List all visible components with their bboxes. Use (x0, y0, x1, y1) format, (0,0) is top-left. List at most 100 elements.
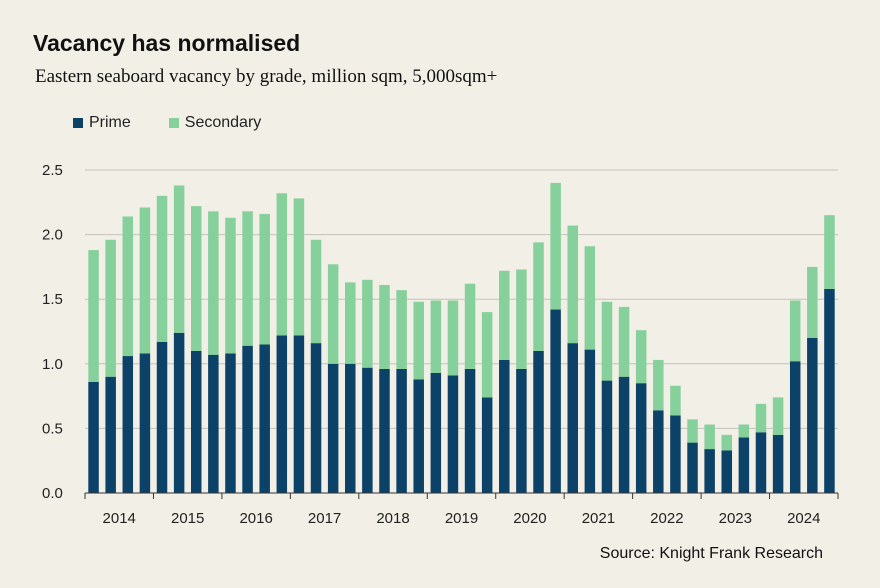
bar-secondary (293, 198, 305, 336)
bar-secondary (789, 300, 801, 362)
bar-prime (173, 332, 185, 493)
bar-secondary (379, 284, 390, 369)
bar-prime (499, 359, 510, 493)
bar-prime (601, 380, 613, 493)
x-tick-label: 2016 (239, 510, 272, 527)
bar-secondary (687, 419, 698, 443)
bar-prime (293, 335, 305, 493)
bar-prime (755, 432, 767, 493)
bar-prime (584, 349, 596, 493)
chart-title: Vacancy has normalised (33, 30, 301, 56)
bar-prime (122, 356, 134, 493)
bar-prime (704, 449, 715, 493)
bar-secondary (225, 217, 236, 354)
bar-prime (190, 350, 202, 493)
bar-secondary (190, 206, 202, 351)
bar-secondary (533, 242, 544, 351)
bar-secondary (653, 359, 664, 411)
bar-secondary (481, 312, 493, 398)
y-tick-label: 1.0 (42, 356, 63, 373)
x-tick-label: 2014 (103, 510, 136, 527)
y-tick-label: 2.0 (42, 227, 63, 244)
bar-secondary (772, 397, 784, 435)
bar-prime (447, 375, 459, 493)
bar-prime (550, 309, 561, 493)
bar-secondary (88, 250, 99, 382)
x-tick-label: 2023 (719, 510, 752, 527)
bar-secondary (807, 266, 818, 338)
bar-secondary (635, 330, 647, 384)
bar-secondary (447, 300, 459, 376)
bar-secondary (824, 215, 835, 289)
bar-secondary (601, 301, 613, 381)
bars (88, 182, 835, 493)
bar-prime (670, 415, 681, 493)
chart-subtitle: Eastern seaboard vacancy by grade, milli… (35, 66, 498, 87)
x-axis: 2014 2015 2016 2017 2018 2019 2020 2021 2022 2023… (84, 492, 839, 527)
bar-secondary (430, 300, 442, 373)
y-tick-label: 0.0 (42, 485, 63, 502)
bar-secondary (413, 301, 424, 380)
bar-secondary (105, 239, 116, 377)
legend: Prime Secondary (73, 114, 299, 132)
bar-prime (807, 337, 818, 493)
bar-prime (379, 368, 390, 493)
bar-secondary (396, 290, 407, 369)
bar-secondary (259, 213, 270, 345)
bar-prime (516, 368, 527, 493)
bar-prime (824, 288, 835, 493)
y-tick-label: 1.5 (42, 291, 63, 308)
bar-prime (687, 442, 698, 493)
y-tick-label: 2.5 (42, 162, 63, 179)
bar-secondary (721, 434, 733, 451)
legend-item-secondary: Secondary (168, 114, 262, 132)
bar-prime (567, 343, 578, 493)
bar-secondary (173, 185, 185, 333)
bar-secondary (345, 282, 356, 364)
x-tick-label: 2015 (171, 510, 204, 527)
bar-secondary (122, 216, 134, 357)
x-tick-label: 2021 (582, 510, 615, 527)
bar-secondary (550, 182, 561, 310)
bar-secondary (755, 403, 767, 433)
bar-prime (345, 363, 356, 493)
x-tick-label: 2020 (513, 510, 546, 527)
bar-secondary (618, 306, 630, 377)
bar-secondary (362, 279, 373, 368)
bar-prime (310, 343, 322, 493)
bar-prime (721, 450, 733, 493)
bar-secondary (139, 207, 151, 354)
bar-secondary (704, 424, 715, 450)
bar-secondary (584, 246, 596, 350)
bar-secondary (242, 211, 253, 346)
bar-secondary (276, 193, 288, 336)
bar-secondary (156, 195, 168, 342)
bar-prime (464, 368, 476, 493)
bar-prime (481, 397, 493, 493)
bar-prime (208, 354, 219, 493)
bar-secondary (310, 239, 322, 344)
bar-prime (430, 372, 442, 493)
x-tick-label: 2024 (787, 510, 820, 527)
bar-prime (225, 353, 236, 493)
bar-prime (789, 361, 801, 493)
bar-prime (653, 410, 664, 493)
x-tick-label: 2018 (376, 510, 409, 527)
bar-prime (738, 437, 750, 493)
legend-label-secondary: Secondary (184, 114, 262, 131)
bar-prime (362, 367, 373, 493)
bar-prime (242, 345, 253, 493)
bar-secondary (738, 424, 750, 438)
bar-prime (88, 381, 99, 493)
y-tick-label: 0.5 (42, 420, 63, 437)
bar-prime (327, 363, 339, 493)
legend-item-prime: Prime (73, 114, 131, 132)
y-axis-labels: 0.0 0.5 1.0 1.5 2.0 2.5 (42, 162, 63, 502)
source-note: Source: Knight Frank Research (599, 545, 823, 562)
bar-secondary (670, 385, 681, 416)
bar-prime (156, 341, 168, 493)
bar-prime (276, 335, 288, 493)
bar-prime (635, 383, 647, 493)
bar-prime (139, 353, 151, 493)
